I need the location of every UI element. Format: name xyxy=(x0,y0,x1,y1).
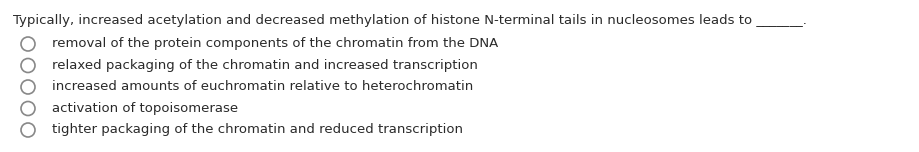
Text: increased amounts of euchromatin relative to heterochromatin: increased amounts of euchromatin relativ… xyxy=(52,80,472,93)
Text: Typically, increased acetylation and decreased methylation of histone N-terminal: Typically, increased acetylation and dec… xyxy=(13,14,806,27)
Text: relaxed packaging of the chromatin and increased transcription: relaxed packaging of the chromatin and i… xyxy=(52,59,477,71)
Text: tighter packaging of the chromatin and reduced transcription: tighter packaging of the chromatin and r… xyxy=(52,123,462,136)
Text: activation of topoisomerase: activation of topoisomerase xyxy=(52,102,238,114)
Text: removal of the protein components of the chromatin from the DNA: removal of the protein components of the… xyxy=(52,37,498,50)
